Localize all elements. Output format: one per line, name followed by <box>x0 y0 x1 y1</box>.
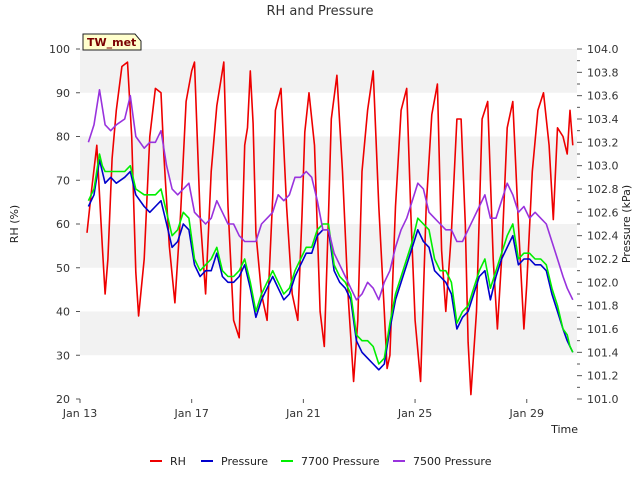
y-tick-label: 70 <box>56 174 70 187</box>
x-tick-label: Jan 29 <box>509 407 544 420</box>
y-tick-label: 100 <box>49 43 70 56</box>
y2-tick-label: 101.6 <box>587 323 619 336</box>
legend-label-pressure: Pressure <box>221 455 268 468</box>
legend-label-rh: RH <box>170 455 186 468</box>
x-tick-label: Jan 13 <box>62 407 97 420</box>
series-line-pressure <box>87 159 574 371</box>
legend-label-7500-pressure: 7500 Pressure <box>413 455 492 468</box>
y2-tick-label: 103.4 <box>587 113 619 126</box>
y-tick-label: 60 <box>56 218 70 231</box>
y-axis-title: RH (%) <box>8 205 21 243</box>
station-badge-label: TW_met <box>87 36 136 49</box>
y2-tick-label: 101.2 <box>587 370 619 383</box>
y2-tick-label: 101.0 <box>587 393 619 406</box>
legend-label-7700-pressure: 7700 Pressure <box>301 455 380 468</box>
y-tick-label: 30 <box>56 349 70 362</box>
y-tick-label: 90 <box>56 87 70 100</box>
y-tick-label: 20 <box>56 393 70 406</box>
y2-tick-label: 102.6 <box>587 206 619 219</box>
y2-tick-label: 101.8 <box>587 300 619 313</box>
y2-tick-label: 104.0 <box>587 43 619 56</box>
x-tick-label: Jan 17 <box>173 407 208 420</box>
y2-tick-label: 102.8 <box>587 183 619 196</box>
y2-tick-label: 102.2 <box>587 253 619 266</box>
series-line-7500-pressure <box>87 89 574 301</box>
x-axis-title: Time <box>550 423 578 436</box>
y-tick-label: 80 <box>56 131 70 144</box>
grid-band <box>80 49 577 93</box>
series-line-7700-pressure <box>87 153 574 365</box>
y-tick-label: 50 <box>56 262 70 275</box>
series-line-rh <box>86 61 574 396</box>
y2-axis-title: Pressure (kPa) <box>620 185 633 263</box>
y2-tick-label: 102.0 <box>587 276 619 289</box>
station-badge: TW_met <box>82 33 142 51</box>
y2-tick-label: 103.6 <box>587 90 619 103</box>
y2-tick-label: 101.4 <box>587 346 619 359</box>
grid-band <box>80 311 577 356</box>
legend: RH Pressure 7700 Pressure 7500 Pressure <box>150 455 492 468</box>
y2-tick-label: 103.0 <box>587 160 619 173</box>
y2-tick-label: 103.8 <box>587 66 619 79</box>
y2-tick-label: 103.2 <box>587 136 619 149</box>
x-tick-label: Jan 21 <box>285 407 320 420</box>
x-tick-label: Jan 25 <box>397 407 432 420</box>
chart-title: RH and Pressure <box>266 4 373 19</box>
y2-tick-label: 102.4 <box>587 230 619 243</box>
y-tick-label: 40 <box>56 306 70 319</box>
